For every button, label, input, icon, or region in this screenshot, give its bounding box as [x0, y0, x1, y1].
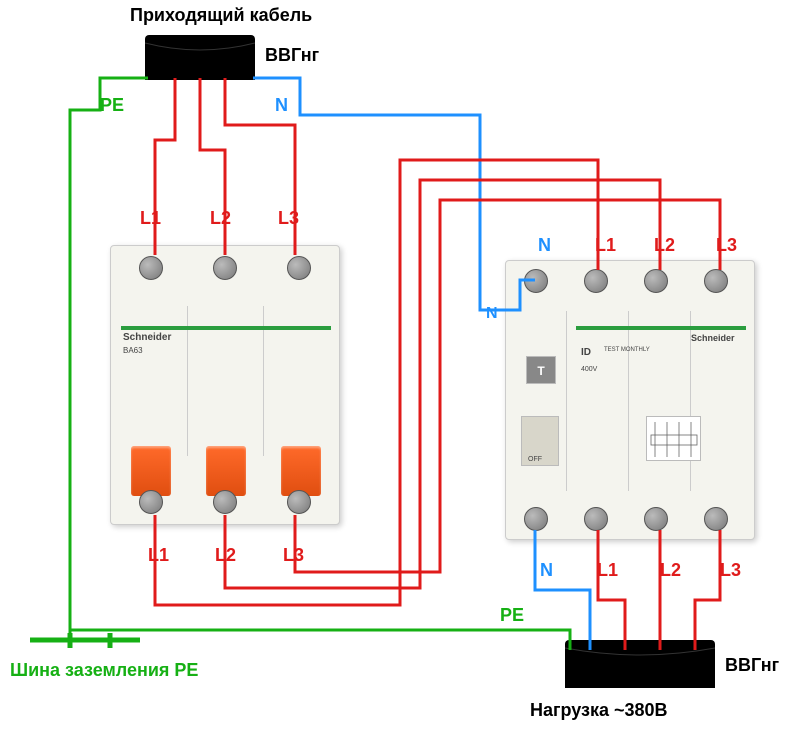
incoming-cable-block	[145, 35, 255, 80]
breaker-model: BA63	[123, 346, 143, 355]
rcd-terminal-icon	[524, 269, 548, 293]
breaker-top-l2: L2	[210, 208, 231, 229]
rcd-terminal-icon	[524, 507, 548, 531]
breaker-toggle[interactable]	[281, 446, 321, 496]
breaker-toggle[interactable]	[131, 446, 171, 496]
breaker-terminal-icon	[139, 490, 163, 514]
off-label: OFF	[528, 456, 542, 463]
pe-label-load: PE	[500, 605, 524, 626]
rcd-bot-n: N	[540, 560, 553, 581]
breaker-terminal-icon	[139, 256, 163, 280]
cable-type-bottom: ВВГнг	[725, 655, 779, 676]
rcd-bot-l2: L2	[660, 560, 681, 581]
title-incoming-cable: Приходящий кабель	[130, 5, 312, 26]
rcd-side-n: N	[486, 305, 498, 323]
breaker-top-l3: L3	[278, 208, 299, 229]
pe-label-top: PE	[100, 95, 124, 116]
load-label: Нагрузка ~380В	[530, 700, 668, 721]
rcd-top-n: N	[538, 235, 551, 256]
rcd-4p: Schneider T ID TEST MONTHLY 400V OFF	[505, 260, 755, 540]
rcd-terminal-icon	[584, 507, 608, 531]
breaker-terminal-icon	[213, 256, 237, 280]
cable-type-top: ВВГнг	[265, 45, 319, 66]
rcd-terminal-icon	[644, 507, 668, 531]
test-button[interactable]: T	[526, 356, 556, 384]
rcd-bot-l1: L1	[597, 560, 618, 581]
rcd-top-l2: L2	[654, 235, 675, 256]
rcd-terminal-icon	[644, 269, 668, 293]
rcd-top-l1: L1	[595, 235, 616, 256]
rcd-diagram-icon	[646, 416, 701, 461]
breaker-terminal-icon	[213, 490, 237, 514]
breaker-bot-l3: L3	[283, 545, 304, 566]
breaker-terminal-icon	[287, 490, 311, 514]
rcd-id-label: ID	[581, 347, 591, 358]
rcd-terminal-icon	[704, 507, 728, 531]
breaker-top-l1: L1	[140, 208, 161, 229]
rcd-voltage: 400V	[581, 366, 597, 373]
rcd-terminal-icon	[704, 269, 728, 293]
rcd-test-monthly: TEST MONTHLY	[604, 347, 650, 353]
circuit-breaker-3p: Schneider BA63	[110, 245, 340, 525]
brand-label: Schneider	[691, 333, 735, 343]
breaker-terminal-icon	[287, 256, 311, 280]
rcd-bot-l3: L3	[720, 560, 741, 581]
brand-label: Schneider	[123, 332, 171, 343]
breaker-bot-l1: L1	[148, 545, 169, 566]
ground-bus-label: Шина заземления PE	[10, 660, 198, 681]
load-cable-block	[565, 640, 715, 688]
breaker-bot-l2: L2	[215, 545, 236, 566]
rcd-terminal-icon	[584, 269, 608, 293]
breaker-toggle[interactable]	[206, 446, 246, 496]
n-label-top: N	[275, 95, 288, 116]
rcd-top-l3: L3	[716, 235, 737, 256]
